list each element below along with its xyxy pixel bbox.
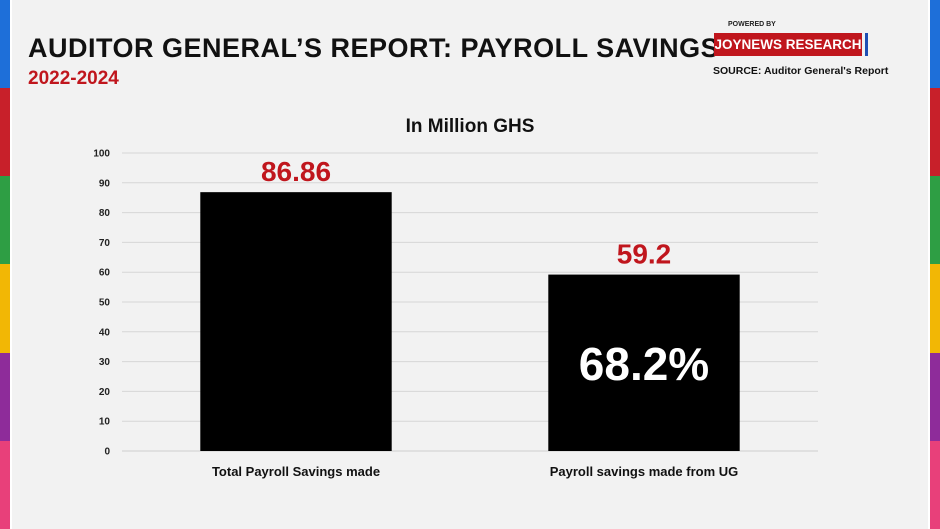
left-stripe-5: [0, 440, 10, 529]
source-note: SOURCE: Auditor General's Report: [713, 65, 889, 77]
y-tick-label: 60: [99, 268, 111, 279]
page-title: AUDITOR GENERAL’S REPORT: PAYROLL SAVING…: [28, 33, 720, 63]
brand-logo: JOYNEWS RESEARCH: [714, 33, 862, 56]
right-stripe-1: [930, 88, 940, 177]
right-stripe-4: [930, 352, 940, 441]
y-tick-label: 0: [104, 447, 110, 458]
left-stripe-3: [0, 264, 10, 353]
y-tick-label: 90: [99, 178, 111, 189]
chart-panel: [12, 0, 928, 529]
bar: [548, 274, 740, 451]
y-tick-label: 20: [99, 387, 111, 398]
y-tick-label: 30: [99, 357, 111, 368]
y-tick-label: 80: [99, 208, 111, 219]
left-stripe-0: [0, 0, 10, 89]
x-category-label: Payroll savings made from UG: [550, 464, 739, 479]
right-stripe-5: [930, 440, 940, 529]
brand-accent-bar: [865, 33, 868, 56]
y-tick-label: 70: [99, 238, 111, 249]
right-stripe-3: [930, 264, 940, 353]
bar-value-label: 86.86: [261, 156, 331, 187]
branding: POWERED BY JOYNEWS RESEARCH SOURCE: Audi…: [704, 21, 904, 81]
y-tick-label: 100: [93, 149, 110, 160]
y-tick-label: 40: [99, 327, 111, 338]
y-tick-label: 10: [99, 417, 111, 428]
bar-value-label: 59.2: [617, 239, 672, 270]
right-stripe-2: [930, 176, 940, 265]
bar: [200, 192, 392, 451]
y-tick-label: 50: [99, 298, 111, 309]
left-color-stripes: [0, 0, 10, 529]
left-stripe-2: [0, 176, 10, 265]
right-color-stripes: [930, 0, 940, 529]
bar-annotation: 68.2%: [579, 338, 709, 390]
powered-by-label: POWERED BY: [728, 21, 776, 28]
chart-title: In Million GHS: [405, 116, 535, 137]
right-stripe-0: [930, 0, 940, 89]
x-category-label: Total Payroll Savings made: [212, 464, 380, 479]
page-subtitle: 2022-2024: [28, 68, 119, 89]
left-stripe-4: [0, 352, 10, 441]
left-stripe-1: [0, 88, 10, 177]
